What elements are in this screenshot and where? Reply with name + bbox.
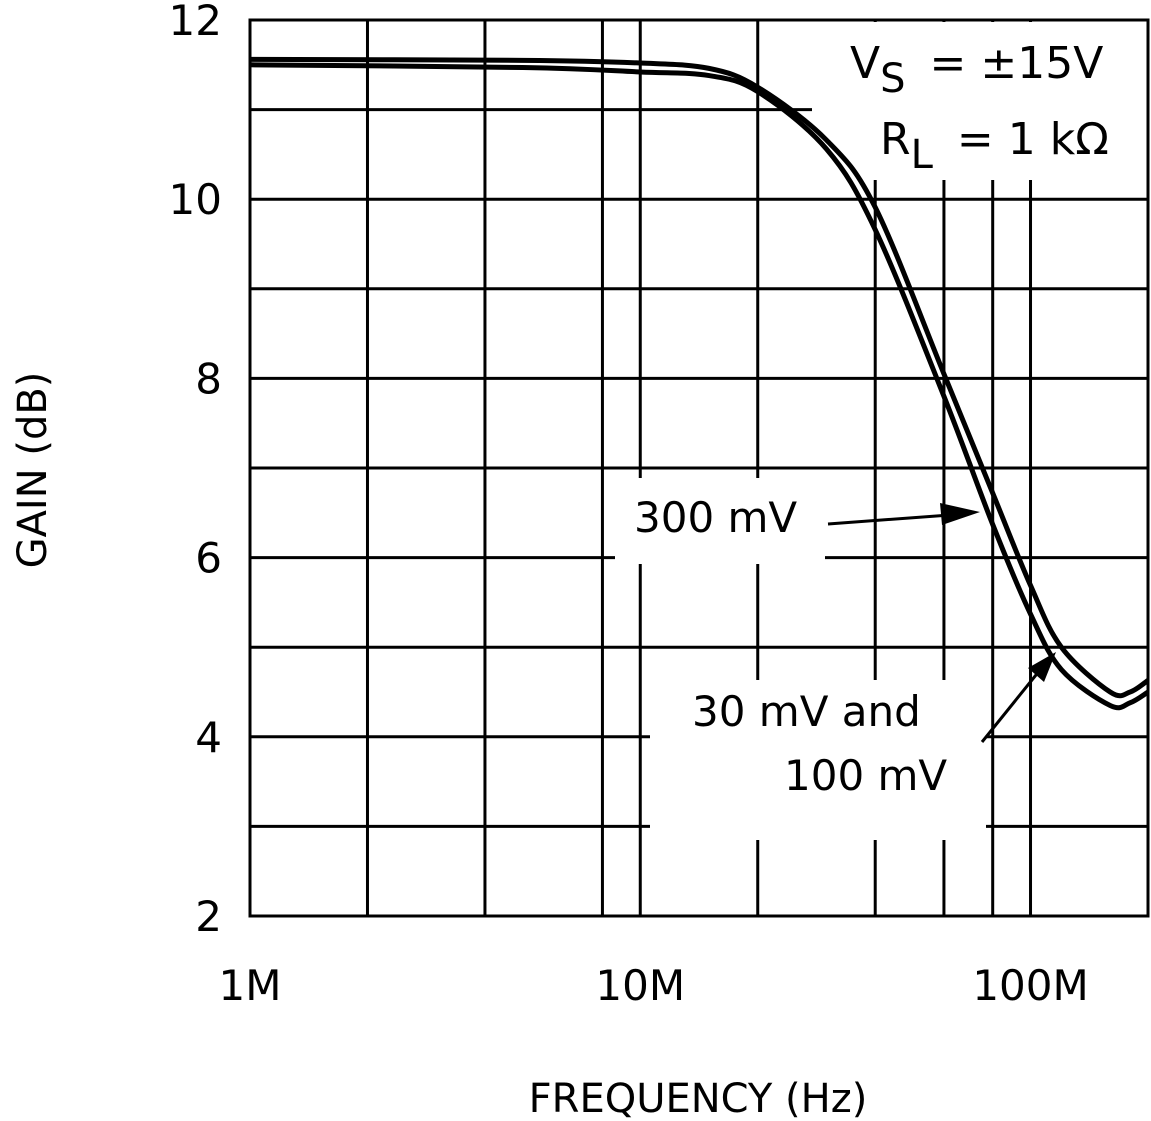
x-tick-label: 1M <box>219 961 282 1010</box>
x-tick-label: 10M <box>595 961 685 1010</box>
arrow-30mv-100mv <box>980 652 1056 743</box>
label-background <box>650 680 986 840</box>
vs-label: VS = ±15V <box>850 38 1103 102</box>
series-line-30mv-100mv <box>249 56 1150 699</box>
plot-frame <box>248 18 1150 918</box>
y-tick-label: 4 <box>195 713 222 762</box>
y-axis-title: GAIN (dB) <box>10 372 56 569</box>
y-tick-label: 12 <box>169 0 222 45</box>
label-300mv: 300 mV <box>634 493 797 542</box>
y-tick-label: 2 <box>195 892 222 941</box>
curves <box>249 56 1150 711</box>
y-tick-label: 10 <box>169 175 222 224</box>
label-100mv: 100 mV <box>784 751 947 800</box>
y-tick-label: 6 <box>195 534 222 583</box>
x-axis-title: FREQUENCY (Hz) <box>529 1076 868 1121</box>
label-30mv-and: 30 mV and <box>692 687 921 736</box>
arrow-300mv <box>827 503 980 526</box>
label-background <box>812 22 1148 180</box>
label-background <box>615 478 825 564</box>
x-tick-label: 100M <box>972 961 1088 1010</box>
rl-label: RL = 1 kΩ <box>880 114 1109 178</box>
y-tick-label: 8 <box>195 354 222 403</box>
conditions-box: VS = ±15V RL = 1 kΩ <box>850 38 1109 178</box>
series-line-300mv <box>249 62 1150 711</box>
